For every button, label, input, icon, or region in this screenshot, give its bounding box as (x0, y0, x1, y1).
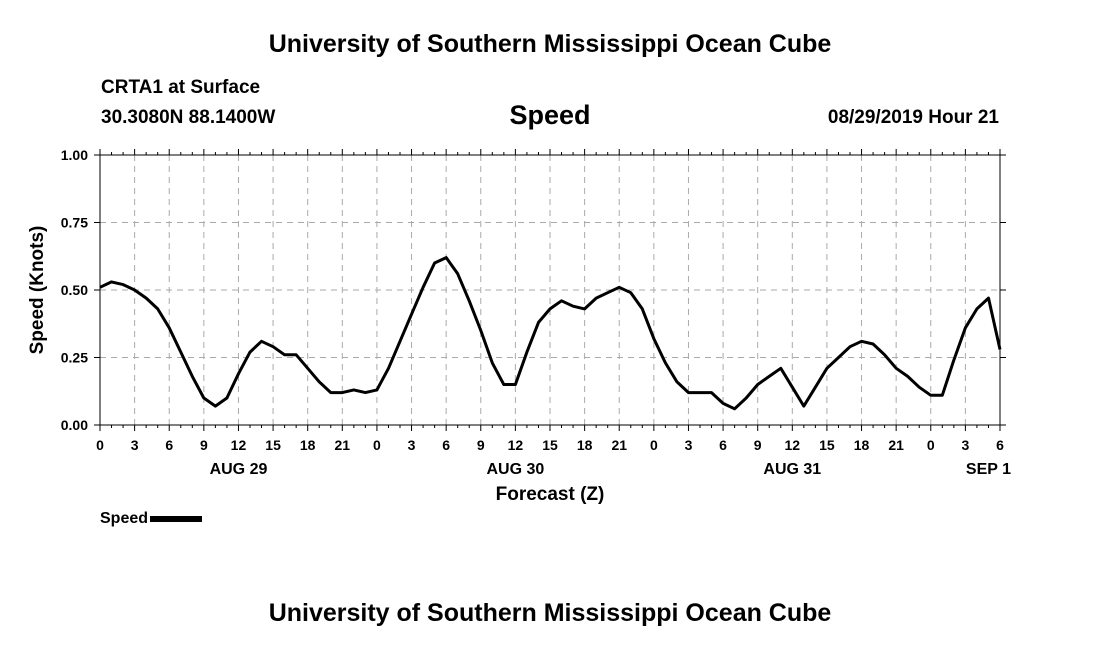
date-label: AUG 31 (763, 461, 821, 478)
y-axis-label: Speed (Knots) (27, 226, 48, 355)
date-label: SEP 1 (966, 461, 1011, 478)
x-tick-label: 6 (719, 437, 727, 453)
y-tick-label: 0.50 (61, 282, 88, 298)
x-tick-label: 0 (650, 437, 658, 453)
plot-frame (99, 154, 1001, 426)
x-tick-label: 6 (996, 437, 1004, 453)
x-tick-label: 0 (373, 437, 381, 453)
x-tick-label: 21 (611, 437, 627, 453)
x-tick-label: 18 (577, 437, 593, 453)
x-tick-label: 3 (408, 437, 416, 453)
date-label: AUG 30 (486, 461, 544, 478)
page-title: University of Southern Mississippi Ocean… (268, 30, 832, 58)
x-tick-label: 6 (165, 437, 173, 453)
x-tick-label: 15 (542, 437, 558, 453)
x-tick-label: 12 (231, 437, 247, 453)
x-tick-label: 0 (927, 437, 935, 453)
x-tick-label: 12 (785, 437, 801, 453)
x-tick-label: 9 (754, 437, 762, 453)
station-name: CRTA1 at Surface (101, 77, 261, 98)
chart-title: Speed (509, 100, 591, 130)
x-tick-label: 12 (508, 437, 524, 453)
x-tick-label: 21 (335, 437, 351, 453)
legend: Speed (100, 510, 203, 528)
x-tick-label: 18 (300, 437, 316, 453)
x-tick-label: 9 (200, 437, 208, 453)
x-tick-label: 15 (819, 437, 835, 453)
x-tick-label: 3 (961, 437, 969, 453)
forecast-timestamp: 08/29/2019 Hour 21 (827, 107, 999, 128)
x-tick-label: 9 (477, 437, 485, 453)
x-tick-label: 21 (888, 437, 904, 453)
x-tick-label: 3 (685, 437, 693, 453)
station-coordinates: 30.3080N 88.1400W (101, 107, 276, 128)
x-axis-label: Forecast (Z) (496, 484, 605, 505)
legend-swatch (150, 515, 203, 522)
legend-label: Speed (100, 510, 149, 527)
y-tick-label: 0.75 (61, 215, 88, 231)
x-tick-label: 15 (265, 437, 281, 453)
x-tick-label: 6 (442, 437, 450, 453)
y-tick-label: 1.00 (61, 147, 88, 163)
x-tick-label: 18 (854, 437, 870, 453)
x-tick-label: 3 (131, 437, 139, 453)
footer-title: University of Southern Mississippi Ocean… (268, 599, 832, 627)
series-line-speed (99, 256, 1002, 411)
date-label: AUG 29 (210, 461, 268, 478)
y-tick-label: 0.00 (61, 417, 88, 433)
y-tick-label: 0.25 (61, 350, 88, 366)
x-tick-label: 0 (96, 437, 104, 453)
